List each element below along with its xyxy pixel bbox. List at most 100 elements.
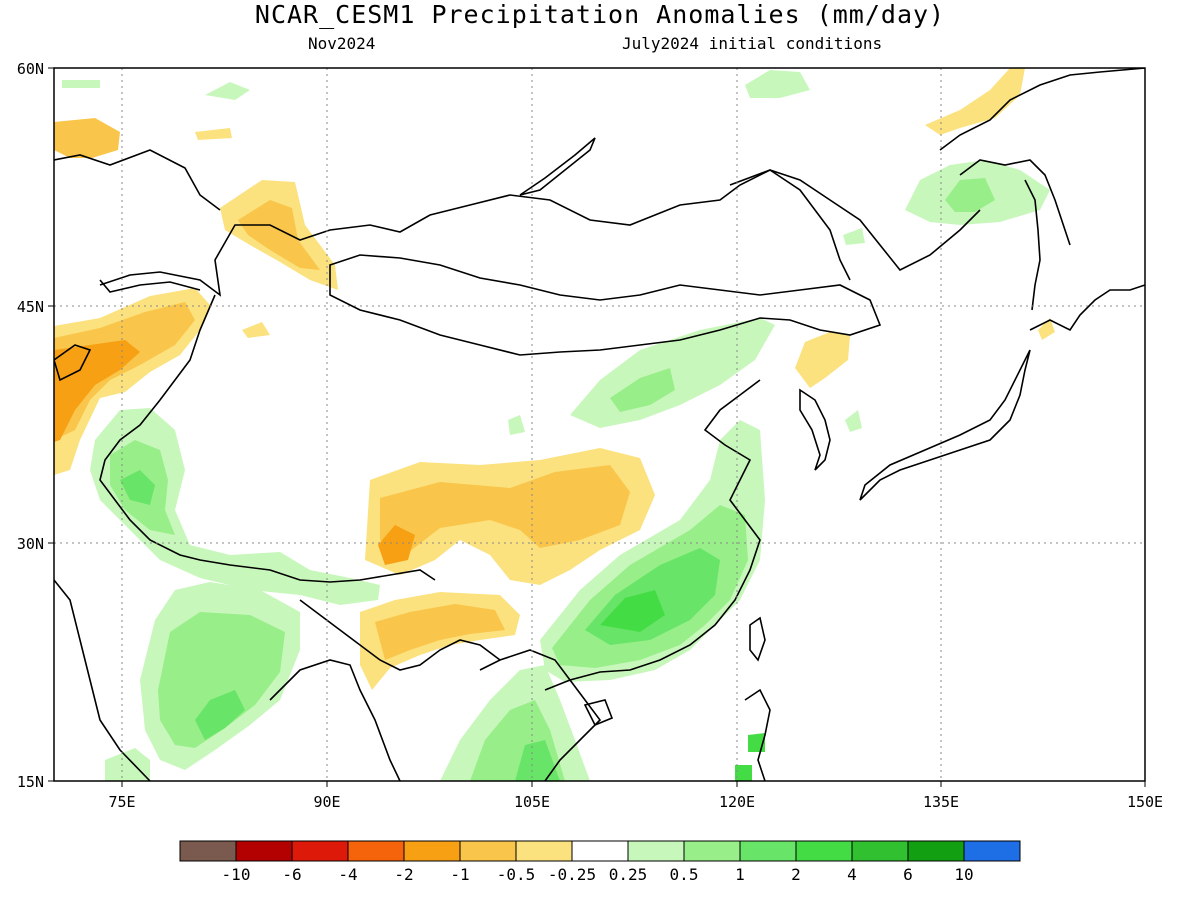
south-china-wet-max	[600, 590, 665, 632]
colorbar-label: -2	[394, 865, 413, 884]
north-coast	[54, 149, 221, 211]
colorbar-swatch	[963, 840, 1021, 862]
bay-bengal-coast	[269, 659, 401, 781]
wet-anomalies	[62, 70, 1050, 781]
kazakh-lakes	[54, 344, 92, 382]
map-plot-area	[54, 68, 1145, 781]
taiwan	[749, 616, 766, 662]
colorbar-label: 0.25	[609, 865, 648, 884]
japan-sea-wet-mid	[945, 178, 995, 212]
colorbar-label: 10	[954, 865, 973, 884]
tibet-dry-mid	[380, 465, 630, 555]
lat-label-30N: 30N	[17, 535, 44, 553]
bay-bengal-wet	[105, 748, 150, 781]
lat-label-60N: 60N	[17, 60, 44, 78]
colorbar-label: 2	[791, 865, 801, 884]
india-coast	[54, 579, 151, 781]
dry-anomalies	[54, 68, 1055, 690]
himalaya-wet-light	[90, 408, 380, 605]
colorbar-swatch	[291, 840, 349, 862]
kazakhstan-dry-core	[54, 340, 140, 442]
lon-label-90E: 90E	[313, 793, 340, 811]
northwest-dry	[54, 118, 120, 158]
lon-label-120E: 120E	[719, 793, 755, 811]
axis-ticks	[48, 67, 1146, 787]
indochina-coast	[479, 649, 602, 781]
india-wet-core	[195, 690, 245, 740]
lon-label-150E: 150E	[1127, 793, 1163, 811]
grid-lines	[54, 68, 1145, 781]
india-wet-mid	[158, 612, 285, 748]
china-coast	[544, 379, 761, 691]
colorbar-label: -6	[282, 865, 301, 884]
myanmar-border	[299, 599, 501, 671]
colorbar-swatch	[515, 840, 573, 862]
initial-conditions: July2024 initial conditions	[622, 34, 883, 53]
hokkaido-dry	[1038, 318, 1055, 340]
russia-china-border	[99, 169, 981, 297]
kamchatka-dry	[925, 68, 1025, 135]
north-wet-4	[843, 228, 865, 245]
colorbar-swatch	[571, 840, 629, 862]
colorbar-label: -10	[222, 865, 251, 884]
indochina-wet-core	[515, 740, 560, 781]
colorbar-label: -0.25	[548, 865, 596, 884]
colorbar-swatch	[179, 840, 237, 862]
colorbar-swatch	[851, 840, 909, 862]
small-dry-2	[242, 322, 270, 338]
colorbar-swatch	[235, 840, 293, 862]
lon-label-105E: 105E	[514, 793, 550, 811]
philippines	[744, 688, 771, 781]
lat-labels: 60N 45N 30N 15N	[17, 60, 44, 791]
colorbar-swatch	[403, 840, 461, 862]
forecast-month: Nov2024	[308, 34, 376, 53]
baikal-lake	[519, 137, 596, 196]
colorbar-swatch	[907, 840, 965, 862]
himalaya-wet-core	[120, 470, 155, 505]
map-title: NCAR_CESM1 Precipitation Anomalies (mm/d…	[254, 0, 946, 29]
korea-wet	[845, 410, 862, 432]
yellow-sea-wet	[570, 318, 775, 428]
southwest-dry-mid	[375, 604, 505, 660]
japan-hokkaido	[1029, 284, 1145, 332]
colorbar-swatch	[627, 840, 685, 862]
colorbar-swatch	[459, 840, 517, 862]
sakhalin	[1024, 179, 1041, 311]
tibet-dry-core	[378, 525, 415, 565]
manchuria-dry	[795, 332, 850, 388]
colorbar-swatch	[683, 840, 741, 862]
colorbar-label: 1	[735, 865, 745, 884]
colorbar-label: 0.5	[670, 865, 699, 884]
north-wet-3	[62, 80, 100, 88]
colorbar-label: 6	[903, 865, 913, 884]
map-frame	[53, 67, 1146, 782]
colorbar-label: -4	[338, 865, 357, 884]
lon-label-135E: 135E	[923, 793, 959, 811]
yellow-sea-wet-mid	[610, 368, 675, 412]
altai-dry-mid	[238, 200, 320, 270]
okhotsk-coast	[939, 68, 1145, 151]
colorbar-swatch	[795, 840, 853, 862]
lat-label-45N: 45N	[17, 298, 44, 316]
japan-honshu	[859, 349, 1031, 501]
hainan	[583, 699, 614, 727]
small-dry-1	[195, 128, 232, 140]
colorbar-label: -1	[450, 865, 469, 884]
colorbar-label: -0.5	[497, 865, 536, 884]
north-wet-2	[205, 82, 250, 100]
amur-coast	[959, 159, 1071, 246]
kazakhstan-dry-mid	[54, 302, 195, 440]
lat-label-15N: 15N	[17, 773, 44, 791]
lon-label-75E: 75E	[108, 793, 135, 811]
coastlines-borders	[54, 68, 1145, 781]
taiwan-south-wet	[735, 765, 752, 781]
colorbar: -10 -6 -4 -2 -1 -0.5 -0.25 0.25 0.5 1 2 4 6 10	[179, 840, 1021, 884]
lon-labels: 75E 90E 105E 120E 135E 150E	[108, 793, 1163, 811]
caspian-aral	[99, 279, 201, 293]
china-west-border	[99, 294, 436, 583]
north-wet-1	[745, 70, 810, 98]
colorbar-swatch	[347, 840, 405, 862]
colorbar-label: 4	[847, 865, 857, 884]
korea-coast	[799, 388, 831, 471]
